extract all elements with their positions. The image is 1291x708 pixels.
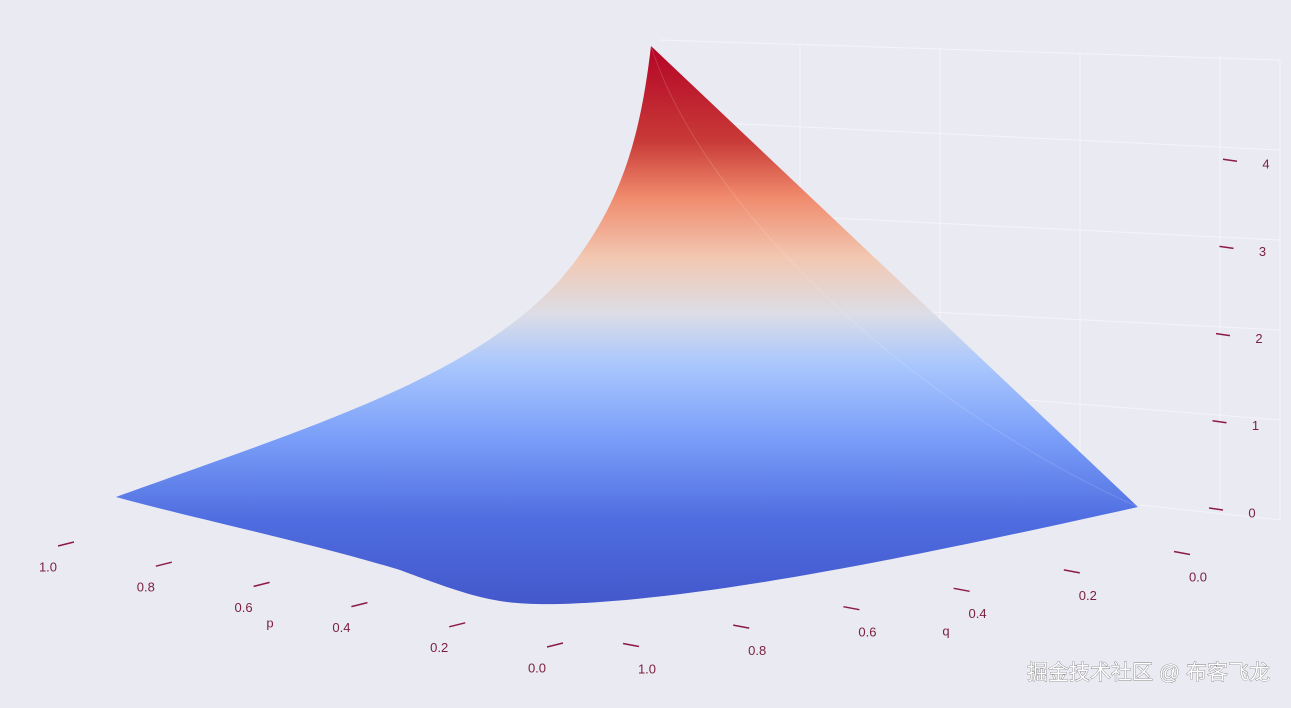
- z-tick-mark: [1208, 507, 1224, 511]
- x-tick-label: 0.2: [430, 640, 448, 655]
- x-tick-mark: [449, 622, 466, 628]
- z-tick-mark: [1222, 158, 1238, 162]
- y-tick-mark: [953, 587, 970, 593]
- surface-ridge: [650, 45, 1139, 508]
- x-tick-mark: [155, 561, 172, 567]
- y-tick-mark: [622, 642, 640, 648]
- y-tick-mark: [733, 624, 750, 629]
- x-tick-label: 0.4: [332, 620, 350, 635]
- z-tick-mark: [1215, 332, 1231, 337]
- z-tick-label: 3: [1259, 244, 1266, 259]
- z-tick-label: 1: [1252, 418, 1259, 433]
- y-tick-label: 0.4: [969, 606, 987, 621]
- x-tick-mark: [351, 601, 368, 608]
- y-tick-label: 0.8: [748, 643, 766, 658]
- x-tick-label: 0.0: [528, 660, 546, 675]
- z-tick-mark: [1219, 245, 1234, 250]
- x-tick-label: 1.0: [39, 559, 57, 574]
- x-tick-mark: [546, 642, 564, 648]
- x-axis-label: p: [266, 615, 273, 630]
- y-tick-label: 0.6: [858, 625, 876, 640]
- y-tick-label: 0.0: [1189, 569, 1207, 584]
- z-tick-label: 4: [1262, 157, 1269, 172]
- x-tick-mark: [57, 541, 75, 547]
- z-tick-label: 2: [1255, 331, 1262, 346]
- z-tick-mark: [1212, 420, 1227, 424]
- y-axis-label: q: [942, 623, 949, 638]
- y-tick-label: 1.0: [638, 661, 656, 676]
- watermark: 掘金技术社区 @ 布客飞龙: [1027, 662, 1270, 685]
- surface: [116, 46, 1138, 605]
- y-tick-mark: [1173, 550, 1191, 556]
- y-tick-label: 0.2: [1079, 588, 1097, 603]
- x-tick-mark: [253, 581, 270, 588]
- x-tick-label: 0.8: [137, 580, 155, 595]
- y-tick-mark: [1063, 569, 1080, 574]
- y-tick-mark: [843, 605, 860, 611]
- z-tick-label: 0: [1248, 505, 1255, 520]
- x-tick-label: 0.6: [235, 600, 253, 615]
